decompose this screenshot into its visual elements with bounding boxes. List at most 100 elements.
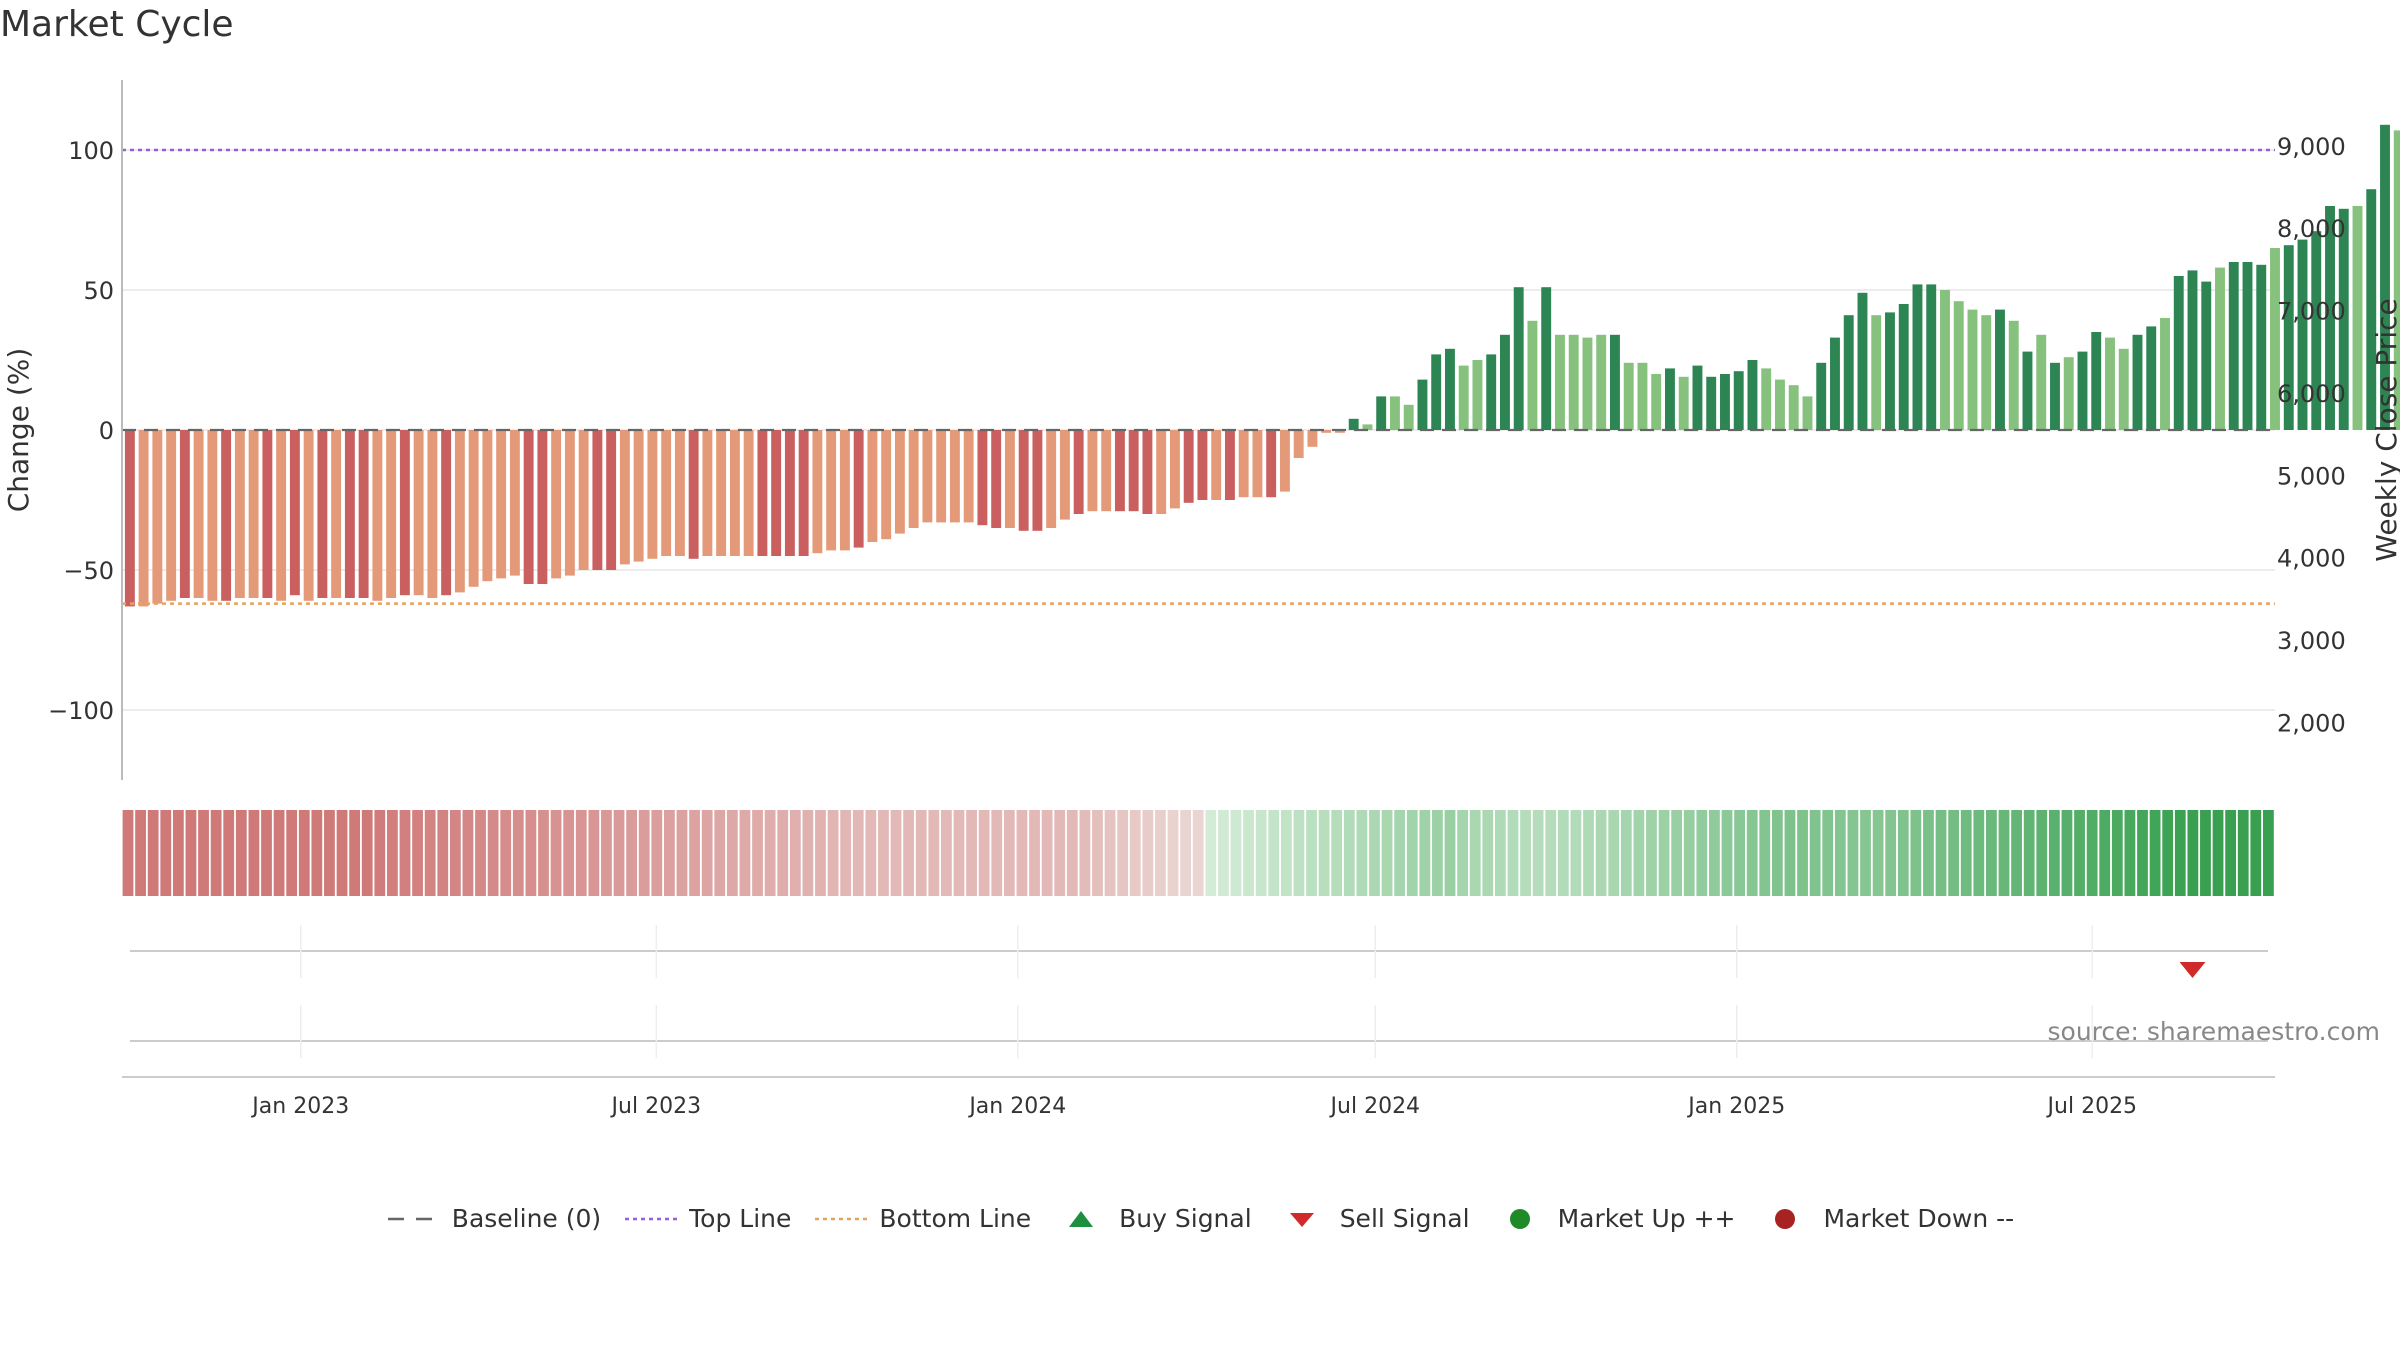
change-bar bbox=[771, 430, 782, 556]
y2-tick-label: 4,000 bbox=[2277, 545, 2346, 573]
cycle-strip-cell bbox=[1885, 810, 1897, 896]
change-bar bbox=[1169, 430, 1180, 509]
cycle-strip-cell bbox=[1129, 810, 1141, 896]
cycle-strip-cell bbox=[387, 810, 398, 896]
cycle-strip-cell bbox=[840, 810, 852, 896]
cycle-strip-cell bbox=[1066, 810, 1078, 896]
change-bar bbox=[661, 430, 672, 556]
cycle-strip-cell bbox=[2099, 810, 2111, 896]
change-bar bbox=[413, 430, 424, 596]
change-bar bbox=[1499, 334, 1510, 430]
y-tick-label: 0 bbox=[99, 417, 114, 445]
change-bar bbox=[647, 430, 658, 559]
change-bar bbox=[468, 430, 479, 587]
change-bar bbox=[716, 430, 727, 556]
cycle-strip-cell bbox=[538, 810, 549, 896]
cycle-strip-cell bbox=[487, 810, 499, 896]
triangle-up-icon bbox=[1069, 1210, 1094, 1227]
change-bar bbox=[688, 430, 699, 559]
cycle-strip-cell bbox=[1557, 810, 1569, 896]
legend-item: Bottom Line bbox=[813, 1204, 1031, 1233]
change-bar bbox=[1582, 337, 1593, 430]
change-bar bbox=[2270, 248, 2280, 430]
cycle-strip-cell bbox=[2237, 810, 2249, 896]
cycle-strip-cell bbox=[1394, 810, 1406, 896]
cycle-strip-cell bbox=[374, 810, 386, 896]
change-bar bbox=[1004, 430, 1015, 528]
cycle-strip-cell bbox=[1797, 810, 1808, 896]
cycle-strip-cell bbox=[1092, 810, 1103, 896]
cycle-strip-cell bbox=[1104, 810, 1116, 896]
change-bar bbox=[2366, 189, 2377, 430]
change-bar bbox=[1857, 292, 1868, 430]
change-bar bbox=[1568, 334, 1579, 430]
cycle-strip-cell bbox=[1683, 810, 1695, 896]
cycle-strip-cell bbox=[2011, 810, 2022, 896]
y-tick-label: −50 bbox=[63, 557, 114, 585]
bars-layer bbox=[124, 124, 2400, 607]
cycle-strip-cell bbox=[475, 810, 486, 896]
change-bar bbox=[1279, 430, 1290, 492]
cycle-strip-cell bbox=[2162, 810, 2174, 896]
cycle-strip-cell bbox=[1406, 810, 1418, 896]
cycle-strip-cell bbox=[1595, 810, 1607, 896]
change-bar bbox=[207, 430, 218, 601]
cycle-strip-cell bbox=[223, 810, 235, 896]
change-bar bbox=[1183, 430, 1194, 503]
circle-icon bbox=[1775, 1208, 1796, 1229]
change-bar bbox=[1665, 368, 1675, 430]
cycle-strip-cell bbox=[689, 810, 700, 896]
change-bar bbox=[1059, 430, 1070, 520]
legend-item: Baseline (0) bbox=[386, 1204, 601, 1233]
cycle-strip-cell bbox=[903, 810, 915, 896]
change-bar bbox=[317, 430, 328, 598]
change-bar bbox=[1238, 430, 1249, 498]
change-bar bbox=[1087, 430, 1098, 512]
change-bar bbox=[248, 430, 259, 598]
change-bar bbox=[2187, 270, 2198, 430]
cycle-strip-cell bbox=[1583, 810, 1594, 896]
cycle-strip-cell bbox=[462, 810, 474, 896]
change-bar bbox=[1747, 360, 1758, 430]
change-bar bbox=[1637, 362, 1648, 430]
cycle-strip-cell bbox=[752, 810, 763, 896]
x-tick-label: Jul 2023 bbox=[610, 1094, 702, 1119]
change-bar bbox=[2050, 362, 2060, 430]
change-bar bbox=[1362, 424, 1373, 430]
cycle-strip-cell bbox=[890, 810, 902, 896]
cycle-strip-cell bbox=[1759, 810, 1771, 896]
cycle-strip-cell bbox=[412, 810, 423, 896]
cycle-strip-cell bbox=[2250, 810, 2262, 896]
cycle-strip-cell bbox=[1671, 810, 1683, 896]
cycle-strip-cell bbox=[1923, 810, 1934, 896]
change-bar bbox=[2297, 239, 2308, 430]
y2-tick-label: 8,000 bbox=[2277, 215, 2346, 243]
cycle-strip-cell bbox=[1444, 810, 1456, 896]
y-tick-label: −100 bbox=[48, 697, 114, 725]
cycle-strip-cell bbox=[676, 810, 688, 896]
change-bar bbox=[399, 430, 410, 596]
change-bar bbox=[496, 430, 507, 579]
cycle-strip-cell bbox=[1381, 810, 1393, 896]
change-bar bbox=[152, 430, 163, 604]
cycle-strip-cell bbox=[1986, 810, 1997, 896]
change-bar bbox=[537, 430, 548, 584]
cycle-strip-cell bbox=[1570, 810, 1582, 896]
cycle-strip-cell bbox=[1318, 810, 1330, 896]
cycle-strip-cell bbox=[1205, 810, 1217, 896]
change-bar bbox=[454, 430, 465, 593]
cycle-strip-cell bbox=[2137, 810, 2148, 896]
cycle-strip-cell bbox=[349, 810, 361, 896]
cycle-strip-cell bbox=[1948, 810, 1960, 896]
change-bar bbox=[1348, 418, 1359, 430]
cycle-strip-cell bbox=[739, 810, 751, 896]
legend-item: Sell Signal bbox=[1274, 1204, 1470, 1233]
dotted-line-icon bbox=[625, 1217, 678, 1220]
cycle-strip-cell bbox=[563, 810, 575, 896]
cycle-strip-cell bbox=[1721, 810, 1733, 896]
cycle-strip-cell bbox=[172, 810, 184, 896]
change-bar bbox=[839, 430, 850, 551]
cycle-strip-cell bbox=[714, 810, 726, 896]
cycle-strip-cell bbox=[1180, 810, 1192, 896]
change-bar bbox=[908, 430, 919, 528]
